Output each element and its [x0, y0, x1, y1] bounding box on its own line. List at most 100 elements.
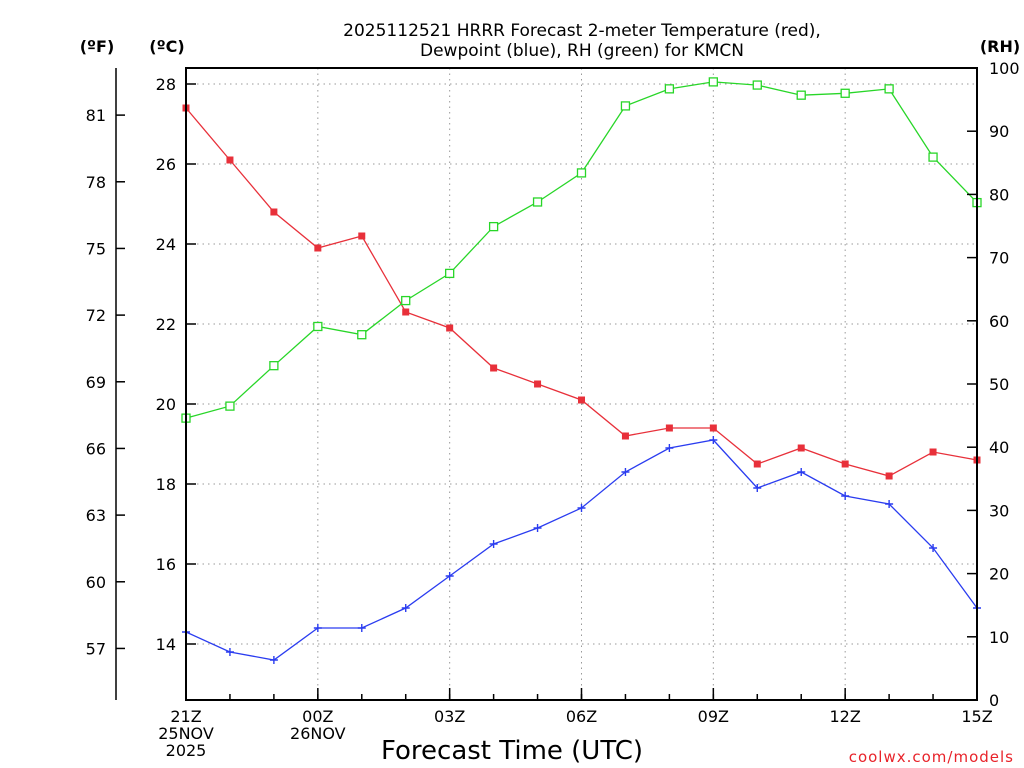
rh-point — [884, 84, 894, 94]
rh-tick-label: 60 — [989, 312, 1009, 331]
fahrenheit-tick-label: 63 — [86, 506, 106, 525]
rh-point — [840, 88, 850, 98]
rh-tick-label: 40 — [989, 438, 1009, 457]
dewpoint-point — [445, 572, 454, 580]
temperature-point — [929, 448, 937, 456]
temperature-point — [621, 432, 629, 440]
temperature-point — [314, 244, 322, 252]
rh-tick-label: 10 — [989, 628, 1009, 647]
celsius-tick-label: 28 — [156, 75, 176, 94]
celsius-unit-label: (ºC) — [149, 37, 184, 56]
dewpoint-point — [313, 624, 322, 632]
rh-point — [488, 221, 499, 232]
labels: 2025112521 HRRR Forecast 2-meter Tempera… — [80, 21, 1020, 766]
temperature-point — [797, 444, 805, 452]
temperature-point — [446, 324, 454, 332]
temperature-point — [534, 380, 542, 388]
x-tick-label: 21Z — [170, 707, 201, 726]
fahrenheit-tick-label: 78 — [86, 173, 106, 192]
x-tick-label: 00Z — [302, 707, 333, 726]
dewpoint-point — [665, 444, 674, 452]
rh-tick-label: 30 — [989, 501, 1009, 520]
temperature-point — [402, 308, 410, 316]
credit-label: coolwx.com/models — [849, 748, 1014, 766]
dewpoint-point — [929, 544, 938, 552]
dewpoint-point — [841, 492, 850, 500]
temperature-point — [665, 424, 673, 432]
temperature-point — [270, 208, 278, 216]
fahrenheit-tick-label: 57 — [86, 639, 106, 658]
dewpoint-point — [489, 540, 498, 548]
temperature-point — [578, 396, 585, 404]
fahrenheit-unit-label: (ºF) — [80, 37, 115, 56]
celsius-tick-label: 22 — [156, 315, 176, 334]
dewpoint-point — [797, 468, 806, 476]
fahrenheit-tick-label: 66 — [86, 439, 106, 458]
dewpoint-point — [709, 436, 718, 444]
dewpoint-point — [533, 524, 542, 532]
chart-title-line-2: Dewpoint (blue), RH (green) for KMCN — [420, 41, 744, 61]
dewpoint-point — [401, 604, 410, 612]
fahrenheit-tick-label: 69 — [86, 373, 106, 392]
dewpoint-point — [753, 484, 762, 492]
rh-tick-label: 20 — [989, 565, 1009, 584]
rh-unit-label: (RH) — [980, 37, 1020, 56]
rh-tick-label: 70 — [989, 249, 1009, 268]
temperature-point — [885, 472, 893, 480]
x-tick-label: 25NOV — [158, 724, 214, 743]
axes: 14 16 18 20 22 24 26 28 57 60 63 66 69 72 75 78 81 0 10 20 3… — [86, 59, 1020, 760]
rh-point — [796, 90, 806, 100]
fahrenheit-tick-label: 81 — [86, 106, 106, 125]
data-series — [181, 77, 982, 664]
x-axis-title: Forecast Time (UTC) — [381, 736, 643, 766]
x-tick-label: 09Z — [698, 707, 729, 726]
rh-point — [752, 80, 762, 90]
dewpoint-point — [577, 504, 586, 512]
temperature-point — [841, 460, 849, 468]
fahrenheit-tick-label: 72 — [86, 306, 106, 325]
rh-point — [620, 101, 631, 111]
celsius-tick-label: 16 — [156, 555, 176, 574]
fahrenheit-tick-label: 60 — [86, 573, 106, 592]
temperature-point — [358, 232, 366, 240]
dewpoint-point — [269, 656, 278, 664]
dewpoint-point — [225, 648, 234, 656]
celsius-tick-label: 24 — [156, 235, 176, 254]
x-tick-label: 26NOV — [290, 724, 346, 743]
gridlines — [186, 68, 977, 700]
celsius-tick-label: 18 — [156, 475, 176, 494]
temperature-point — [709, 424, 717, 432]
x-tick-label: 12Z — [830, 707, 861, 726]
x-tick-label: 15Z — [961, 707, 992, 726]
celsius-tick-label: 20 — [156, 395, 176, 414]
rh-point — [928, 152, 938, 162]
rh-tick-label: 50 — [989, 375, 1009, 394]
rh-point — [445, 268, 455, 279]
temperature-point — [753, 460, 761, 468]
chart-title-line-1: 2025112521 HRRR Forecast 2-meter Tempera… — [343, 21, 821, 41]
rh-tick-label: 80 — [989, 185, 1009, 204]
rh-tick-label: 0 — [989, 691, 999, 710]
rh-point — [401, 295, 411, 306]
x-tick-label: 2025 — [166, 741, 207, 760]
rh-point — [357, 330, 367, 340]
rh-point — [313, 321, 323, 332]
dewpoint-point — [357, 624, 366, 632]
x-tick-label: 06Z — [566, 707, 597, 726]
rh-tick-label: 90 — [989, 122, 1009, 141]
fahrenheit-tick-label: 75 — [86, 239, 106, 258]
rh-point — [708, 77, 718, 87]
rh-tick-label: 100 — [989, 59, 1020, 78]
rh-point — [664, 84, 675, 94]
rh-point — [576, 168, 587, 178]
celsius-tick-label: 14 — [156, 635, 176, 654]
rh-point — [269, 361, 279, 371]
dewpoint-point — [621, 468, 630, 476]
dewpoint-point — [885, 500, 894, 508]
rh-point — [532, 197, 543, 207]
rh-point — [225, 401, 235, 411]
dewpoint-line — [185, 439, 978, 661]
x-tick-label: 03Z — [434, 707, 465, 726]
temperature-point — [226, 156, 234, 164]
